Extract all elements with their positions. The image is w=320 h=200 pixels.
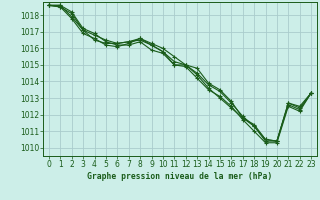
X-axis label: Graphe pression niveau de la mer (hPa): Graphe pression niveau de la mer (hPa) <box>87 172 273 181</box>
